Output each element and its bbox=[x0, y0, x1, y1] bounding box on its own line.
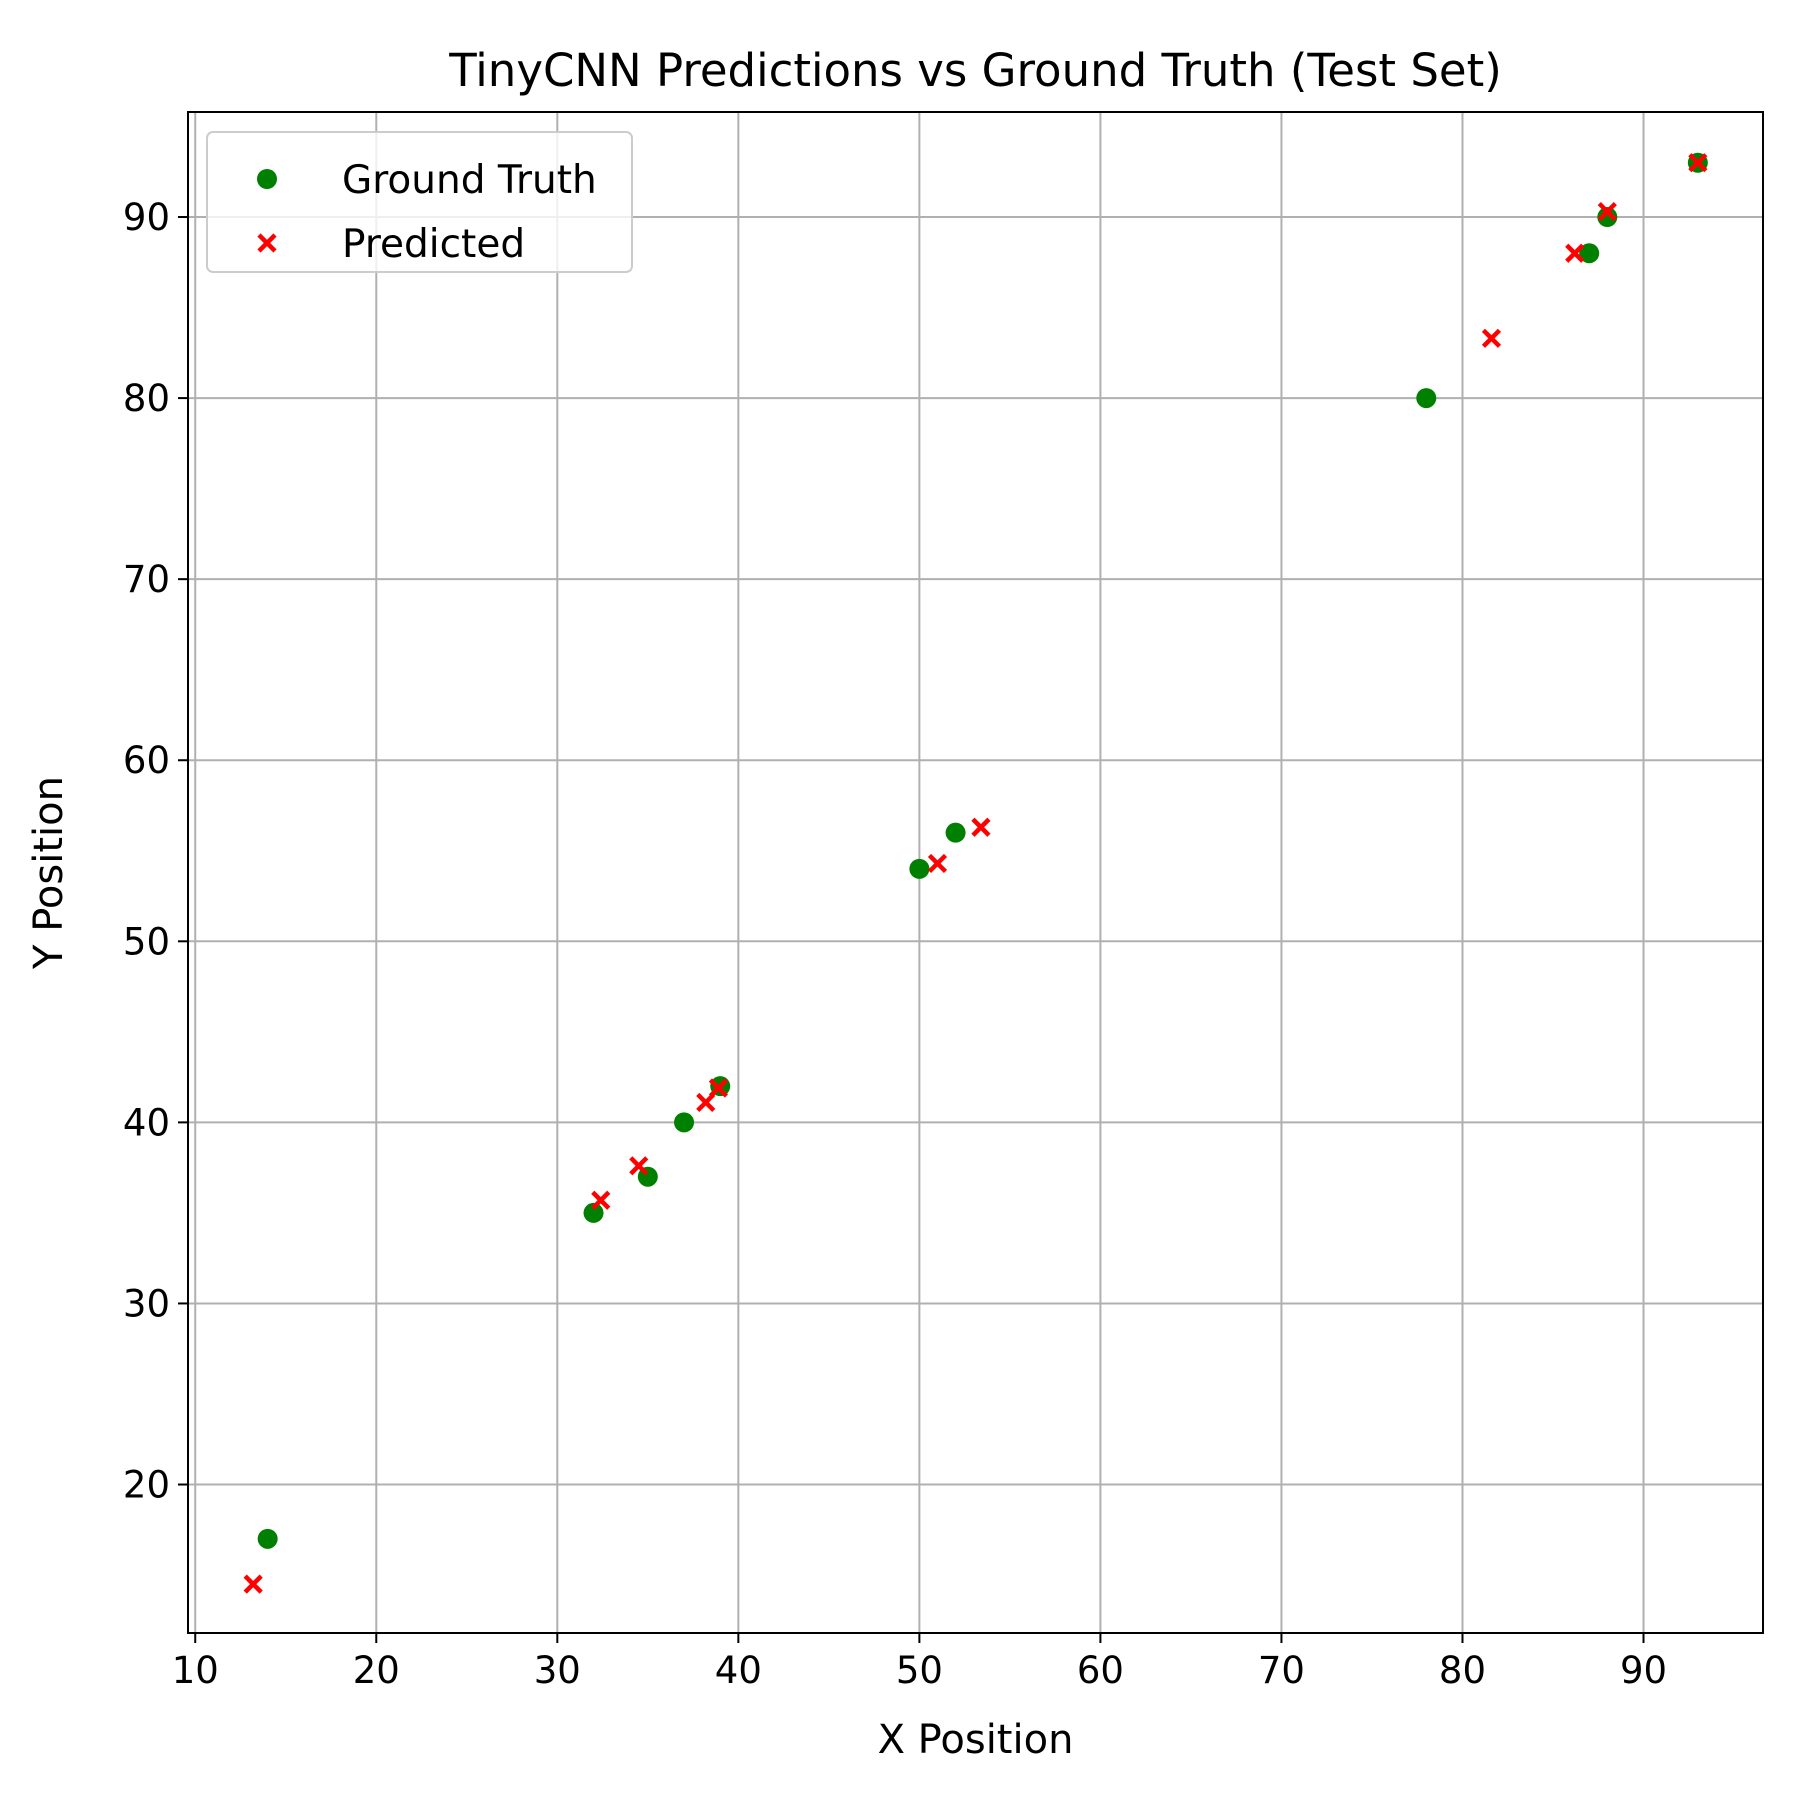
y-tick-label: 30 bbox=[123, 1282, 170, 1325]
x-marker-stroke bbox=[243, 1574, 263, 1594]
x-tick-label: 70 bbox=[1258, 1649, 1305, 1692]
predicted-point bbox=[243, 1574, 263, 1594]
ground-truth-point bbox=[257, 1528, 278, 1549]
legend-marker-predicted bbox=[257, 233, 277, 253]
y-tick-label: 90 bbox=[123, 196, 170, 239]
predicted-point bbox=[696, 1092, 716, 1113]
ground-truth-point bbox=[1416, 388, 1437, 409]
ground-truth-point bbox=[1579, 243, 1600, 264]
x-marker-stroke bbox=[708, 1078, 729, 1098]
y-tick-label: 20 bbox=[123, 1464, 170, 1507]
x-tick-label: 50 bbox=[896, 1649, 943, 1692]
ground-truth-point bbox=[945, 822, 966, 843]
predicted-point bbox=[971, 817, 991, 837]
data-points bbox=[243, 152, 1708, 1594]
chart-title: TinyCNN Predictions vs Ground Truth (Tes… bbox=[448, 44, 1502, 97]
x-marker-stroke bbox=[1597, 201, 1617, 222]
x-tick-label: 10 bbox=[172, 1649, 219, 1692]
x-tick-label: 40 bbox=[715, 1649, 762, 1692]
ground-truth-point bbox=[909, 858, 930, 879]
y-axis-label: Y Position bbox=[26, 776, 72, 970]
ground-truth-point bbox=[674, 1112, 695, 1133]
legend: Ground Truth Predicted bbox=[206, 131, 633, 273]
x-tick-label: 90 bbox=[1620, 1649, 1667, 1692]
x-marker-stroke bbox=[1688, 153, 1708, 173]
x-marker-stroke bbox=[629, 1156, 649, 1176]
x-marker-stroke bbox=[257, 233, 277, 253]
legend-marker-ground-truth bbox=[257, 169, 277, 189]
x-tick-label: 60 bbox=[1077, 1649, 1124, 1692]
predicted-point bbox=[927, 853, 948, 874]
predicted-point bbox=[591, 1190, 611, 1210]
axis-ticks: 10 20 30 40 50 60 70 80 90 20 30 40 50 60 70 80 90 bbox=[123, 196, 1667, 1692]
y-tick-label: 50 bbox=[123, 920, 170, 963]
x-marker-stroke bbox=[591, 1190, 611, 1210]
plot-frame bbox=[187, 111, 1764, 1634]
x-tick-label: 20 bbox=[353, 1649, 400, 1692]
predicted-point bbox=[1597, 201, 1617, 222]
predicted-point bbox=[629, 1156, 649, 1176]
predicted-point bbox=[1565, 243, 1585, 263]
x-marker-stroke bbox=[696, 1092, 716, 1113]
y-tick-label: 80 bbox=[123, 377, 170, 420]
predicted-point bbox=[1481, 328, 1502, 348]
x-tick-label: 30 bbox=[534, 1649, 581, 1692]
ground-truth-point bbox=[583, 1202, 604, 1223]
x-marker-stroke bbox=[1481, 328, 1502, 348]
predicted-point bbox=[1688, 153, 1708, 173]
x-tick-label: 80 bbox=[1439, 1649, 1486, 1692]
x-marker-stroke bbox=[927, 853, 948, 874]
legend-box bbox=[206, 131, 633, 273]
x-marker-stroke bbox=[971, 817, 991, 837]
y-tick-label: 40 bbox=[123, 1101, 170, 1144]
legend-label: Ground Truth bbox=[342, 158, 597, 203]
x-axis-label: X Position bbox=[878, 1717, 1074, 1763]
y-tick-label: 70 bbox=[123, 558, 170, 601]
x-marker-stroke bbox=[1565, 243, 1585, 263]
grid bbox=[188, 112, 1763, 1633]
legend-label: Predicted bbox=[342, 222, 525, 267]
y-tick-label: 60 bbox=[123, 739, 170, 782]
ground-truth-point bbox=[1597, 207, 1618, 228]
predicted-point bbox=[708, 1078, 729, 1098]
